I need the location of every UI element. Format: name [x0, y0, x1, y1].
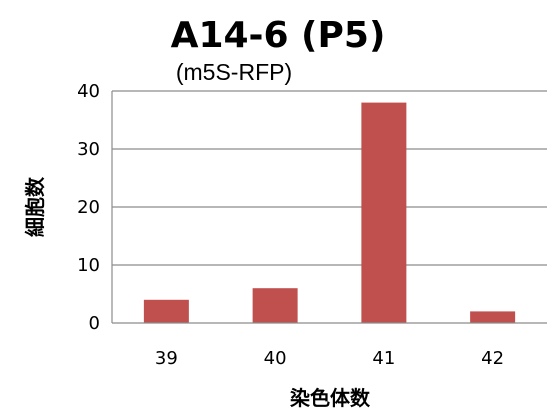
y-tick-label: 0: [89, 313, 100, 334]
y-tick-label: 30: [77, 139, 100, 160]
bar-42: [470, 311, 516, 323]
gridlines: [112, 90, 547, 266]
y-tick-labels: 0 10 20 30 40: [77, 81, 100, 334]
x-tick-label: 39: [155, 348, 178, 369]
x-axis-label: 染色体数: [290, 386, 371, 410]
bar-39: [143, 299, 189, 323]
x-tick-label: 40: [264, 348, 287, 369]
y-tick-label: 10: [77, 255, 100, 276]
chart-title: A14-6 (P5): [171, 15, 386, 56]
y-axis-label: 細胞数: [23, 176, 47, 237]
bars: [143, 102, 516, 323]
y-tick-label: 40: [77, 81, 100, 102]
x-tick-label: 41: [372, 348, 395, 369]
bar-41: [361, 102, 407, 323]
x-tick-label: 42: [481, 348, 504, 369]
y-tick-label: 20: [77, 197, 100, 218]
x-tick-labels: 39 40 41 42: [155, 348, 504, 369]
chart-subtitle: (m5S-RFP): [176, 59, 292, 85]
bar-40: [252, 288, 298, 323]
